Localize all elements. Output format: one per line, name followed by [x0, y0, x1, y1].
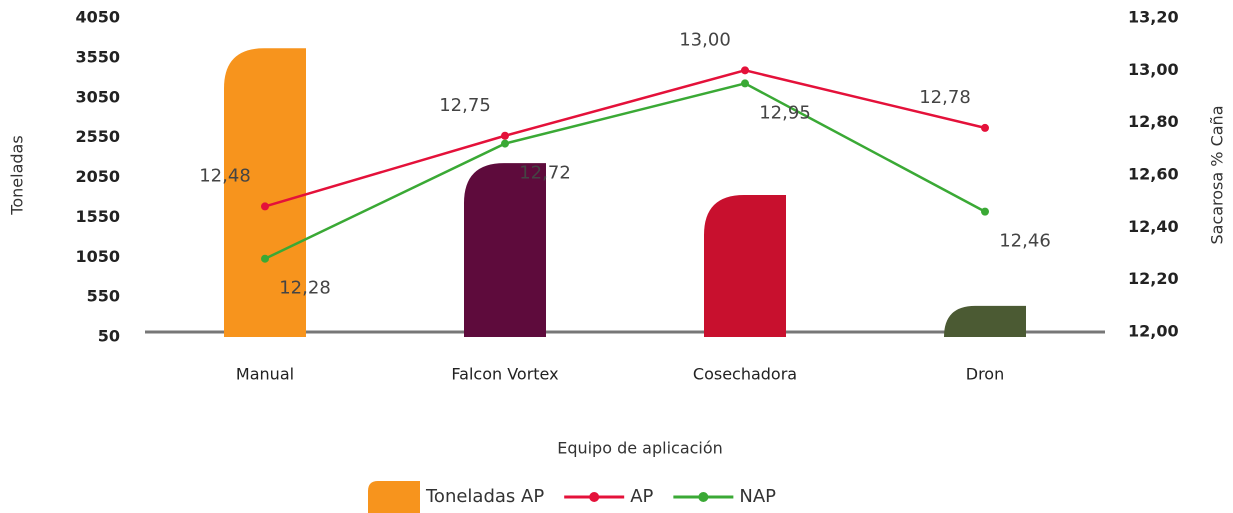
y2-tick-label: 13,00 — [1128, 60, 1179, 79]
data-label: 12,75 — [439, 95, 491, 116]
bar — [464, 163, 546, 337]
y-tick-label: 1550 — [75, 207, 120, 226]
y-tick-label: 2050 — [75, 167, 120, 186]
data-label: 12,46 — [999, 231, 1051, 252]
y2-tick-label: 12,40 — [1128, 217, 1179, 236]
data-label: 12,78 — [919, 87, 971, 108]
x-tick-label: Cosechadora — [693, 365, 797, 384]
legend-label: Toneladas AP — [425, 486, 544, 507]
chart: Toneladas Sacarosa % Caña Equipo de apli… — [0, 0, 1233, 513]
line-point — [261, 202, 269, 210]
legend-marker — [698, 492, 708, 502]
y-tick-label: 3550 — [75, 47, 120, 66]
legend-label: AP — [630, 486, 653, 507]
y2-tick-label: 12,80 — [1128, 112, 1179, 131]
line-point — [741, 79, 749, 87]
y-tick-label: 2550 — [75, 127, 120, 146]
x-axis-title: Equipo de aplicación — [557, 439, 723, 458]
data-label: 13,00 — [679, 29, 731, 50]
line-point — [741, 66, 749, 74]
y2-tick-label: 13,20 — [1128, 8, 1179, 27]
y-tick-label: 550 — [87, 287, 120, 306]
bar — [704, 195, 786, 337]
y2-tick-label: 12,20 — [1128, 269, 1179, 288]
y2-axis-title: Sacarosa % Caña — [1208, 105, 1227, 244]
line — [265, 70, 985, 206]
y-axis-title: Toneladas — [8, 135, 27, 215]
line-point — [981, 208, 989, 216]
line-point — [501, 140, 509, 148]
data-label: 12,95 — [759, 102, 811, 123]
y-tick-label: 3050 — [75, 87, 120, 106]
line-point — [981, 124, 989, 132]
y-tick-label: 4050 — [75, 8, 120, 27]
bar — [944, 306, 1026, 337]
y2-tick-label: 12,60 — [1128, 165, 1179, 184]
page: Toneladas Sacarosa % Caña Equipo de apli… — [0, 0, 1233, 513]
line — [265, 83, 985, 258]
line-point — [261, 255, 269, 263]
x-tick-label: Manual — [236, 365, 294, 384]
legend-marker — [589, 492, 599, 502]
data-label: 12,48 — [199, 165, 251, 186]
y-tick-label: 1050 — [75, 247, 120, 266]
data-label: 12,72 — [519, 163, 571, 184]
y2-tick-label: 12,00 — [1128, 322, 1179, 341]
data-label: 12,28 — [279, 278, 331, 299]
line-point — [501, 132, 509, 140]
x-tick-label: Dron — [966, 365, 1004, 384]
y-tick-label: 50 — [98, 327, 120, 346]
x-tick-label: Falcon Vortex — [451, 365, 558, 384]
legend-swatch — [368, 481, 420, 513]
legend-label: NAP — [739, 486, 776, 507]
